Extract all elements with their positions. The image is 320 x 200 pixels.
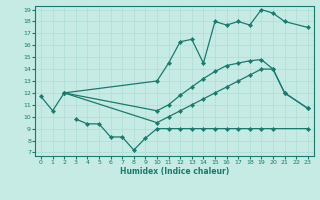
X-axis label: Humidex (Indice chaleur): Humidex (Indice chaleur): [120, 167, 229, 176]
